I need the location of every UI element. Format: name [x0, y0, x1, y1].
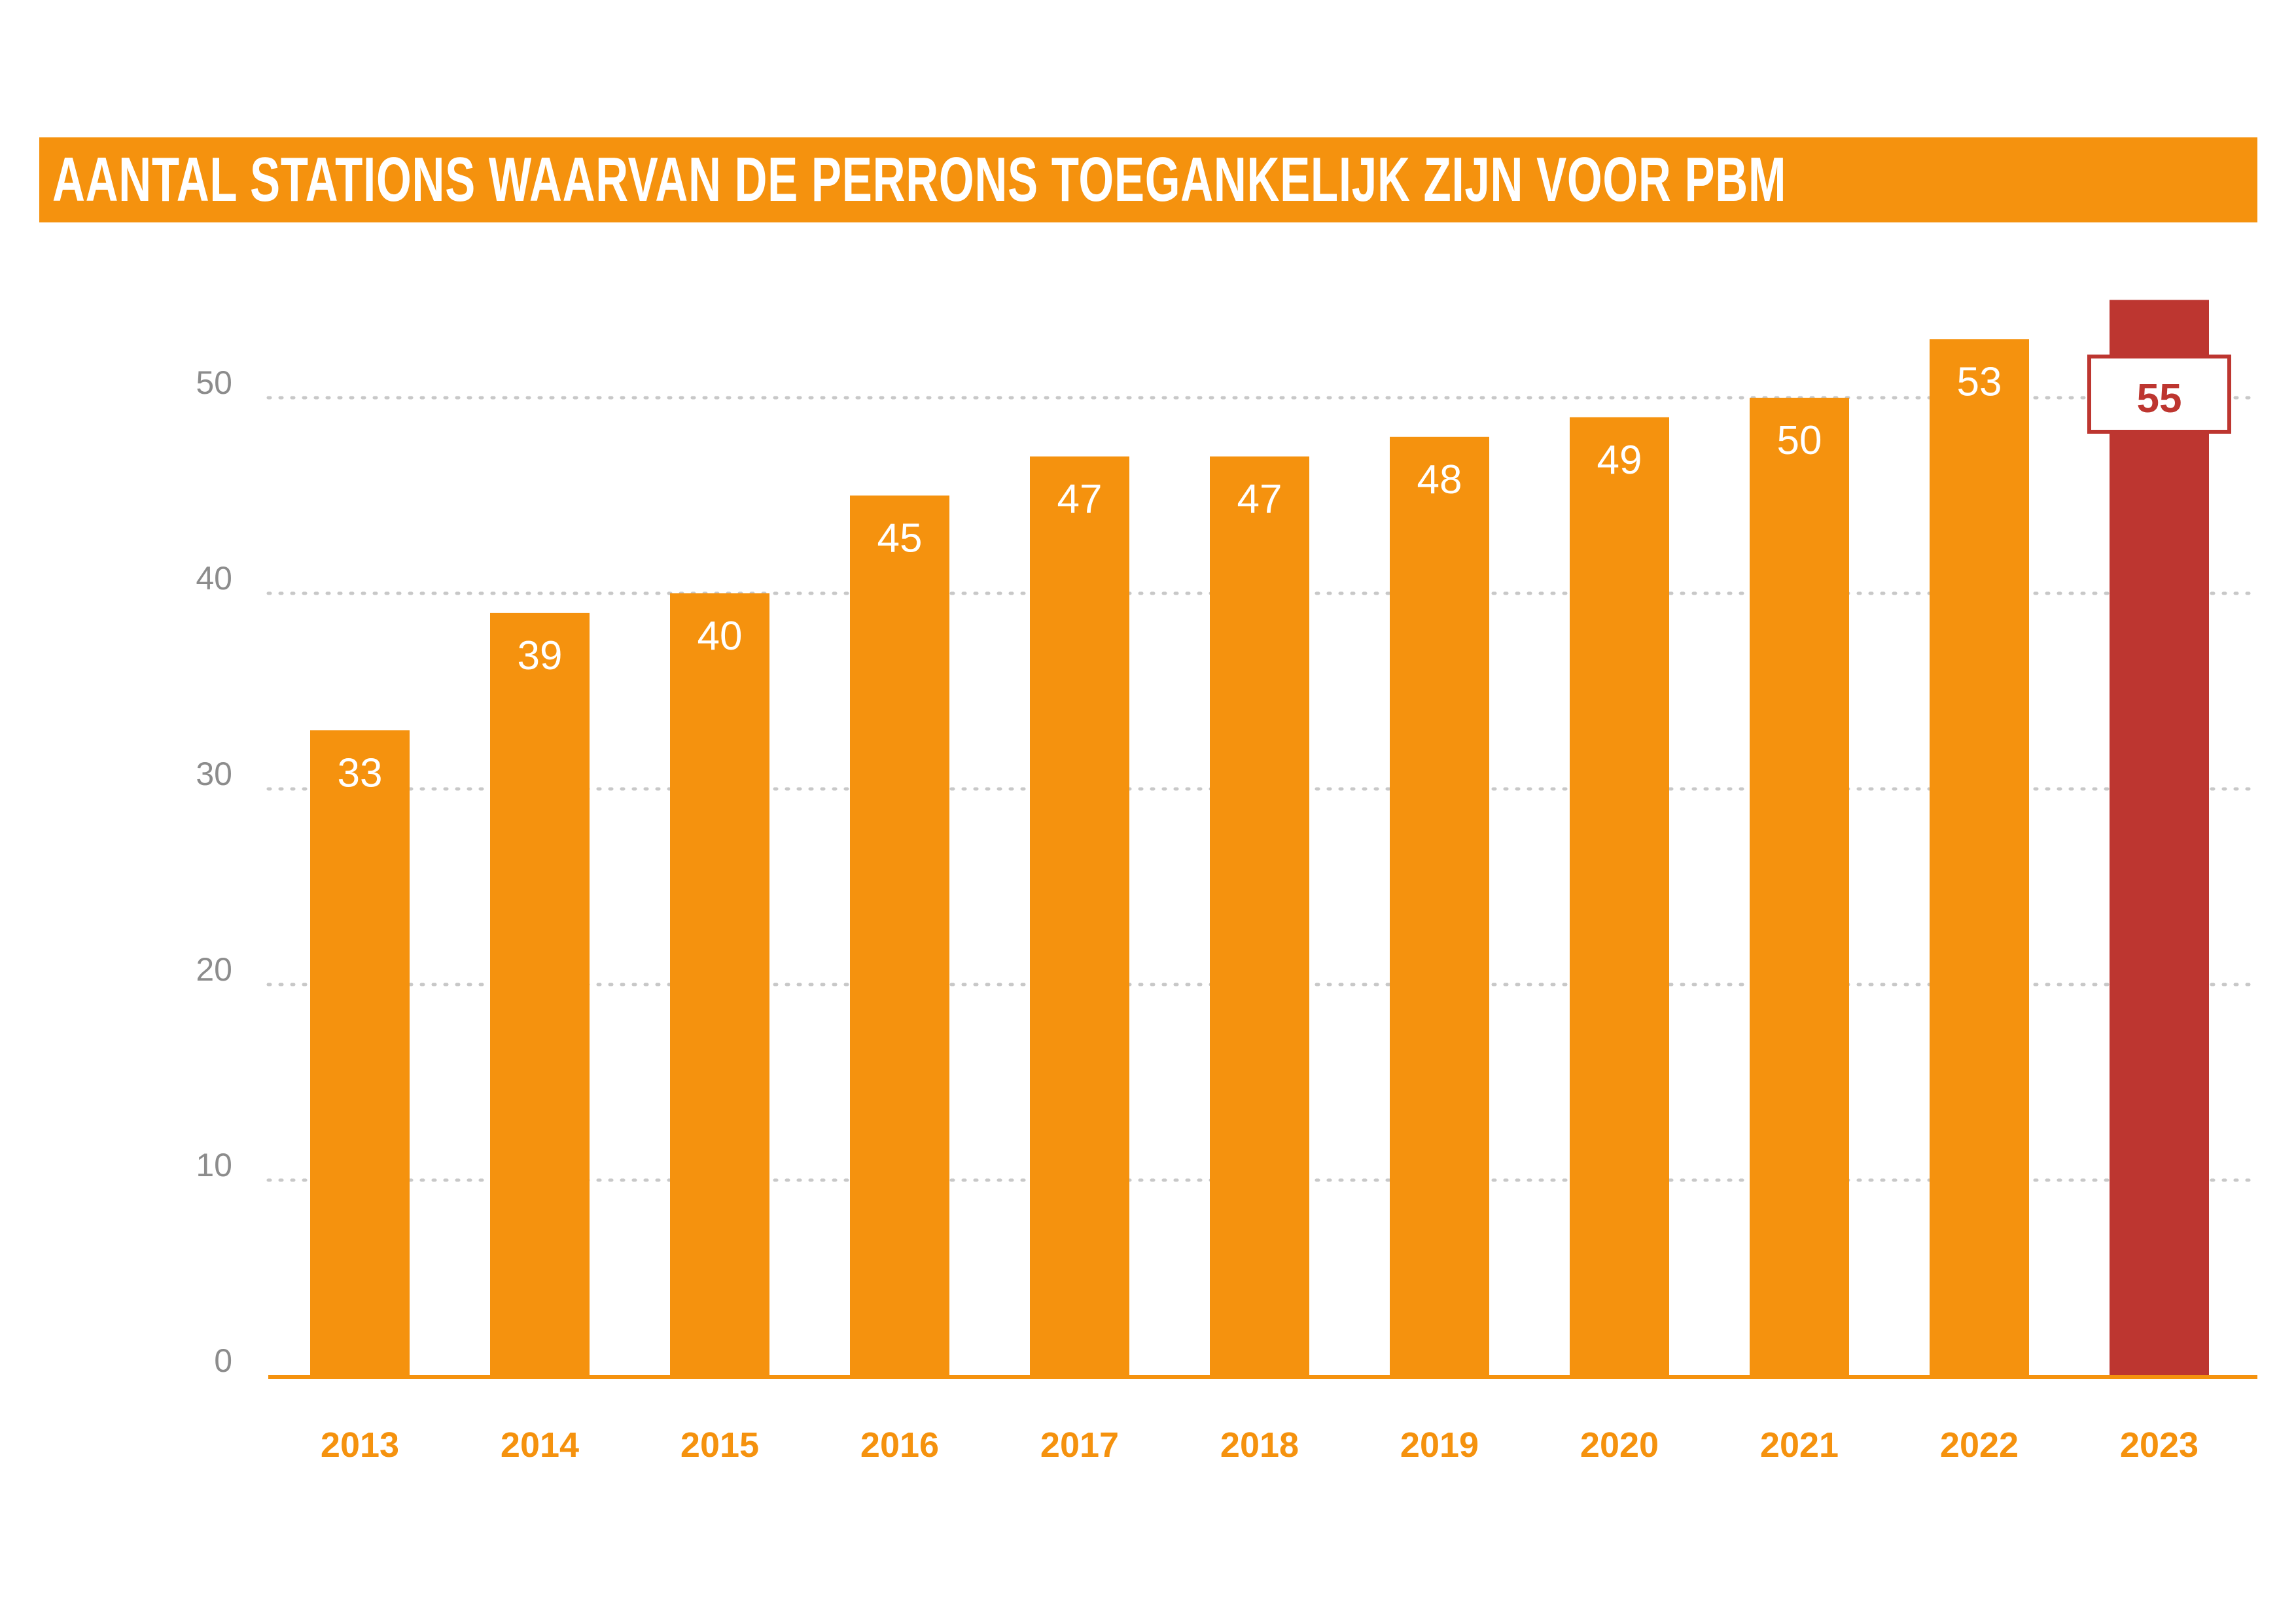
- chart-title-bar: AANTAL STATIONS WAARVAN DE PERRONS TOEGA…: [39, 137, 2257, 222]
- data-label: 50: [1777, 418, 1822, 463]
- data-label: 47: [1237, 477, 1282, 522]
- data-label: 55: [2137, 376, 2182, 421]
- bar: [1210, 456, 1309, 1376]
- y-tick-label: 10: [196, 1147, 232, 1183]
- data-label: 33: [338, 750, 383, 795]
- value-label-box: [2087, 355, 2231, 434]
- bar: [490, 612, 590, 1376]
- y-tick-label: 40: [196, 560, 232, 597]
- bar-highlighted: [2110, 300, 2209, 1376]
- x-tick-label: 2014: [501, 1425, 579, 1465]
- bar: [670, 593, 769, 1376]
- x-tick-label: 2021: [1760, 1425, 1839, 1465]
- data-label: 40: [698, 614, 743, 659]
- bar: [1750, 398, 1849, 1376]
- x-tick-label: 2017: [1040, 1425, 1119, 1465]
- data-label: 45: [877, 516, 923, 561]
- y-tick-label: 20: [196, 951, 232, 988]
- x-tick-label: 2015: [680, 1425, 759, 1465]
- data-label: 49: [1597, 438, 1642, 483]
- data-label: 48: [1417, 457, 1462, 502]
- bar: [1570, 417, 1669, 1376]
- x-tick-label: 2022: [1940, 1425, 2019, 1465]
- data-label: 53: [1957, 359, 2002, 404]
- x-tick-label: 2020: [1580, 1425, 1659, 1465]
- data-label: 47: [1057, 477, 1103, 522]
- bar: [1390, 436, 1489, 1376]
- x-tick-label: 2018: [1220, 1425, 1299, 1465]
- x-tick-label: 2019: [1400, 1425, 1479, 1465]
- y-tick-label: 50: [196, 364, 232, 401]
- x-tick-label: 2013: [321, 1425, 399, 1465]
- chart-title: AANTAL STATIONS WAARVAN DE PERRONS TOEGA…: [52, 145, 1787, 215]
- y-tick-label: 30: [196, 756, 232, 792]
- x-tick-label: 2023: [2120, 1425, 2199, 1465]
- bar: [310, 730, 410, 1376]
- bar: [1030, 456, 1129, 1376]
- bar: [850, 495, 949, 1376]
- x-tick-label: 2016: [860, 1425, 939, 1465]
- data-label: 39: [518, 633, 563, 678]
- bar: [1930, 339, 2029, 1376]
- y-tick-label: 0: [214, 1342, 232, 1379]
